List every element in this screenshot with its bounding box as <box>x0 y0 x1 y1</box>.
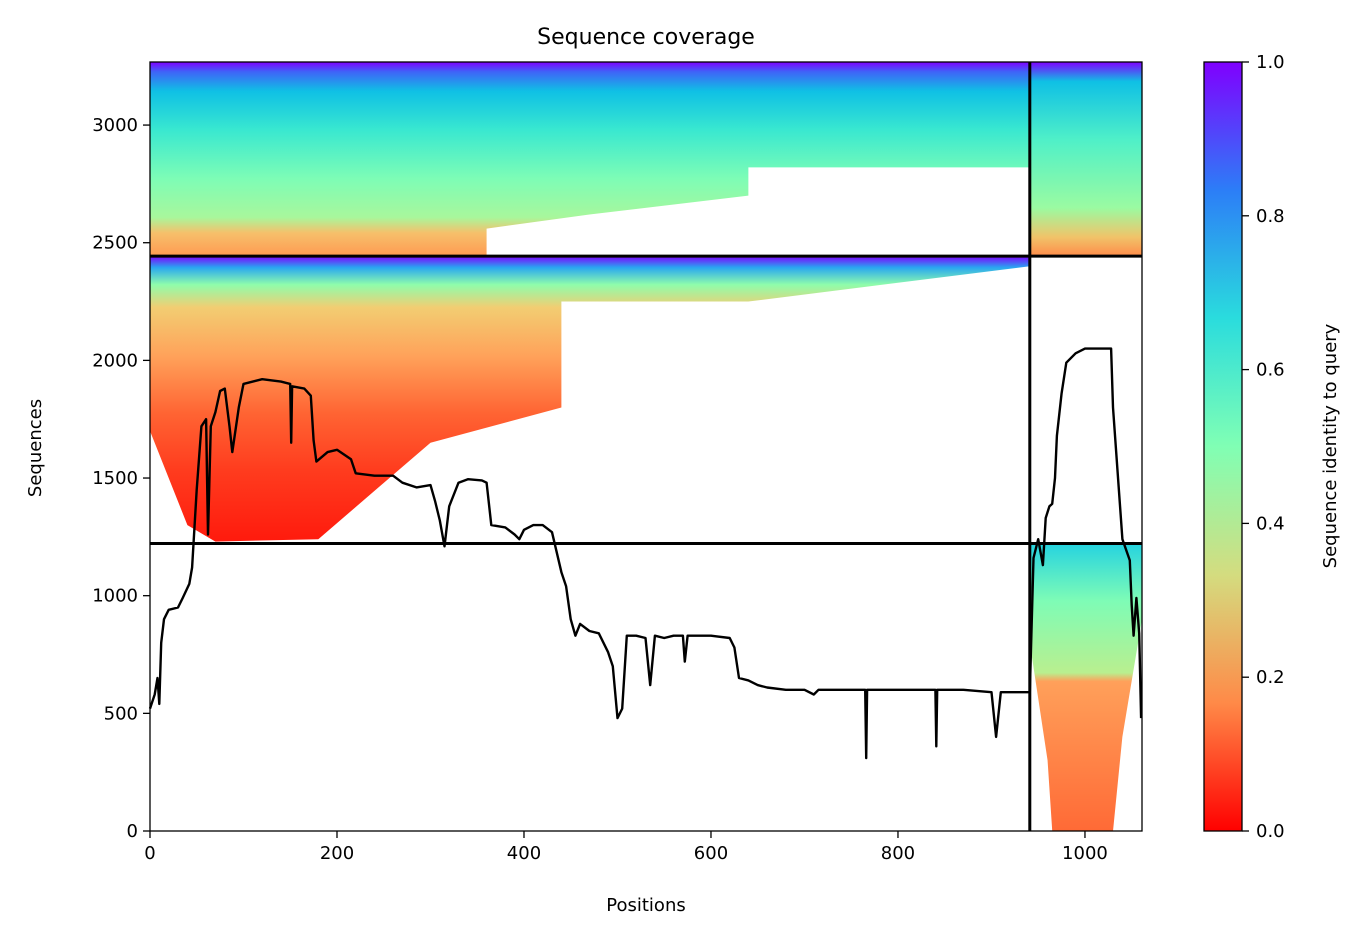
y-tick-label: 2000 <box>92 350 138 371</box>
colorbar-ticks: 0.0 0.2 0.4 0.6 0.8 1.0 <box>1242 52 1285 842</box>
y-tick-label: 0 <box>127 821 138 842</box>
heat-gap-top <box>486 167 1030 257</box>
x-tick-label: 1000 <box>1062 843 1108 864</box>
y-axis: 0 500 1000 1500 2000 2500 3000 <box>92 115 150 842</box>
x-tick-label: 200 <box>320 843 354 864</box>
colorbar-gradient <box>1203 61 1243 832</box>
y-tick-label: 3000 <box>92 115 138 136</box>
y-tick-label: 1000 <box>92 586 138 607</box>
colorbar: 0.0 0.2 0.4 0.6 0.8 1.0 Sequence identity to … <box>1203 52 1341 842</box>
y-tick-label: 500 <box>104 703 138 724</box>
heat-block-bottom-right <box>1029 543 1142 831</box>
heat-block-middle <box>150 256 1030 542</box>
heat-block-top-right <box>1029 62 1142 257</box>
x-tick-label: 800 <box>881 843 915 864</box>
colorbar-label: Sequence identity to query <box>1320 323 1341 568</box>
y-tick-label: 2500 <box>92 233 138 254</box>
coverage-line <box>148 347 1143 760</box>
x-axis-label: Positions <box>606 895 685 916</box>
y-tick-label: 1500 <box>92 468 138 489</box>
x-tick-label: 0 <box>144 843 155 864</box>
colorbar-tick-label: 0.2 <box>1256 667 1285 688</box>
colorbar-tick-label: 0.8 <box>1256 206 1285 227</box>
colorbar-tick-label: 0.0 <box>1256 821 1285 842</box>
colorbar-tick-label: 0.6 <box>1256 360 1285 381</box>
colorbar-tick-label: 0.4 <box>1256 513 1285 534</box>
x-tick-label: 400 <box>507 843 541 864</box>
coverage-heatmap <box>150 62 1142 831</box>
colorbar-tick-label: 1.0 <box>1256 52 1285 73</box>
block-separators <box>150 62 1142 831</box>
plot-frame <box>149 61 1143 832</box>
x-axis: 0 200 400 600 800 1000 <box>144 831 1108 864</box>
x-tick-label: 600 <box>694 843 728 864</box>
y-axis-label: Sequences <box>25 399 46 497</box>
chart-title: Sequence coverage <box>537 25 755 50</box>
